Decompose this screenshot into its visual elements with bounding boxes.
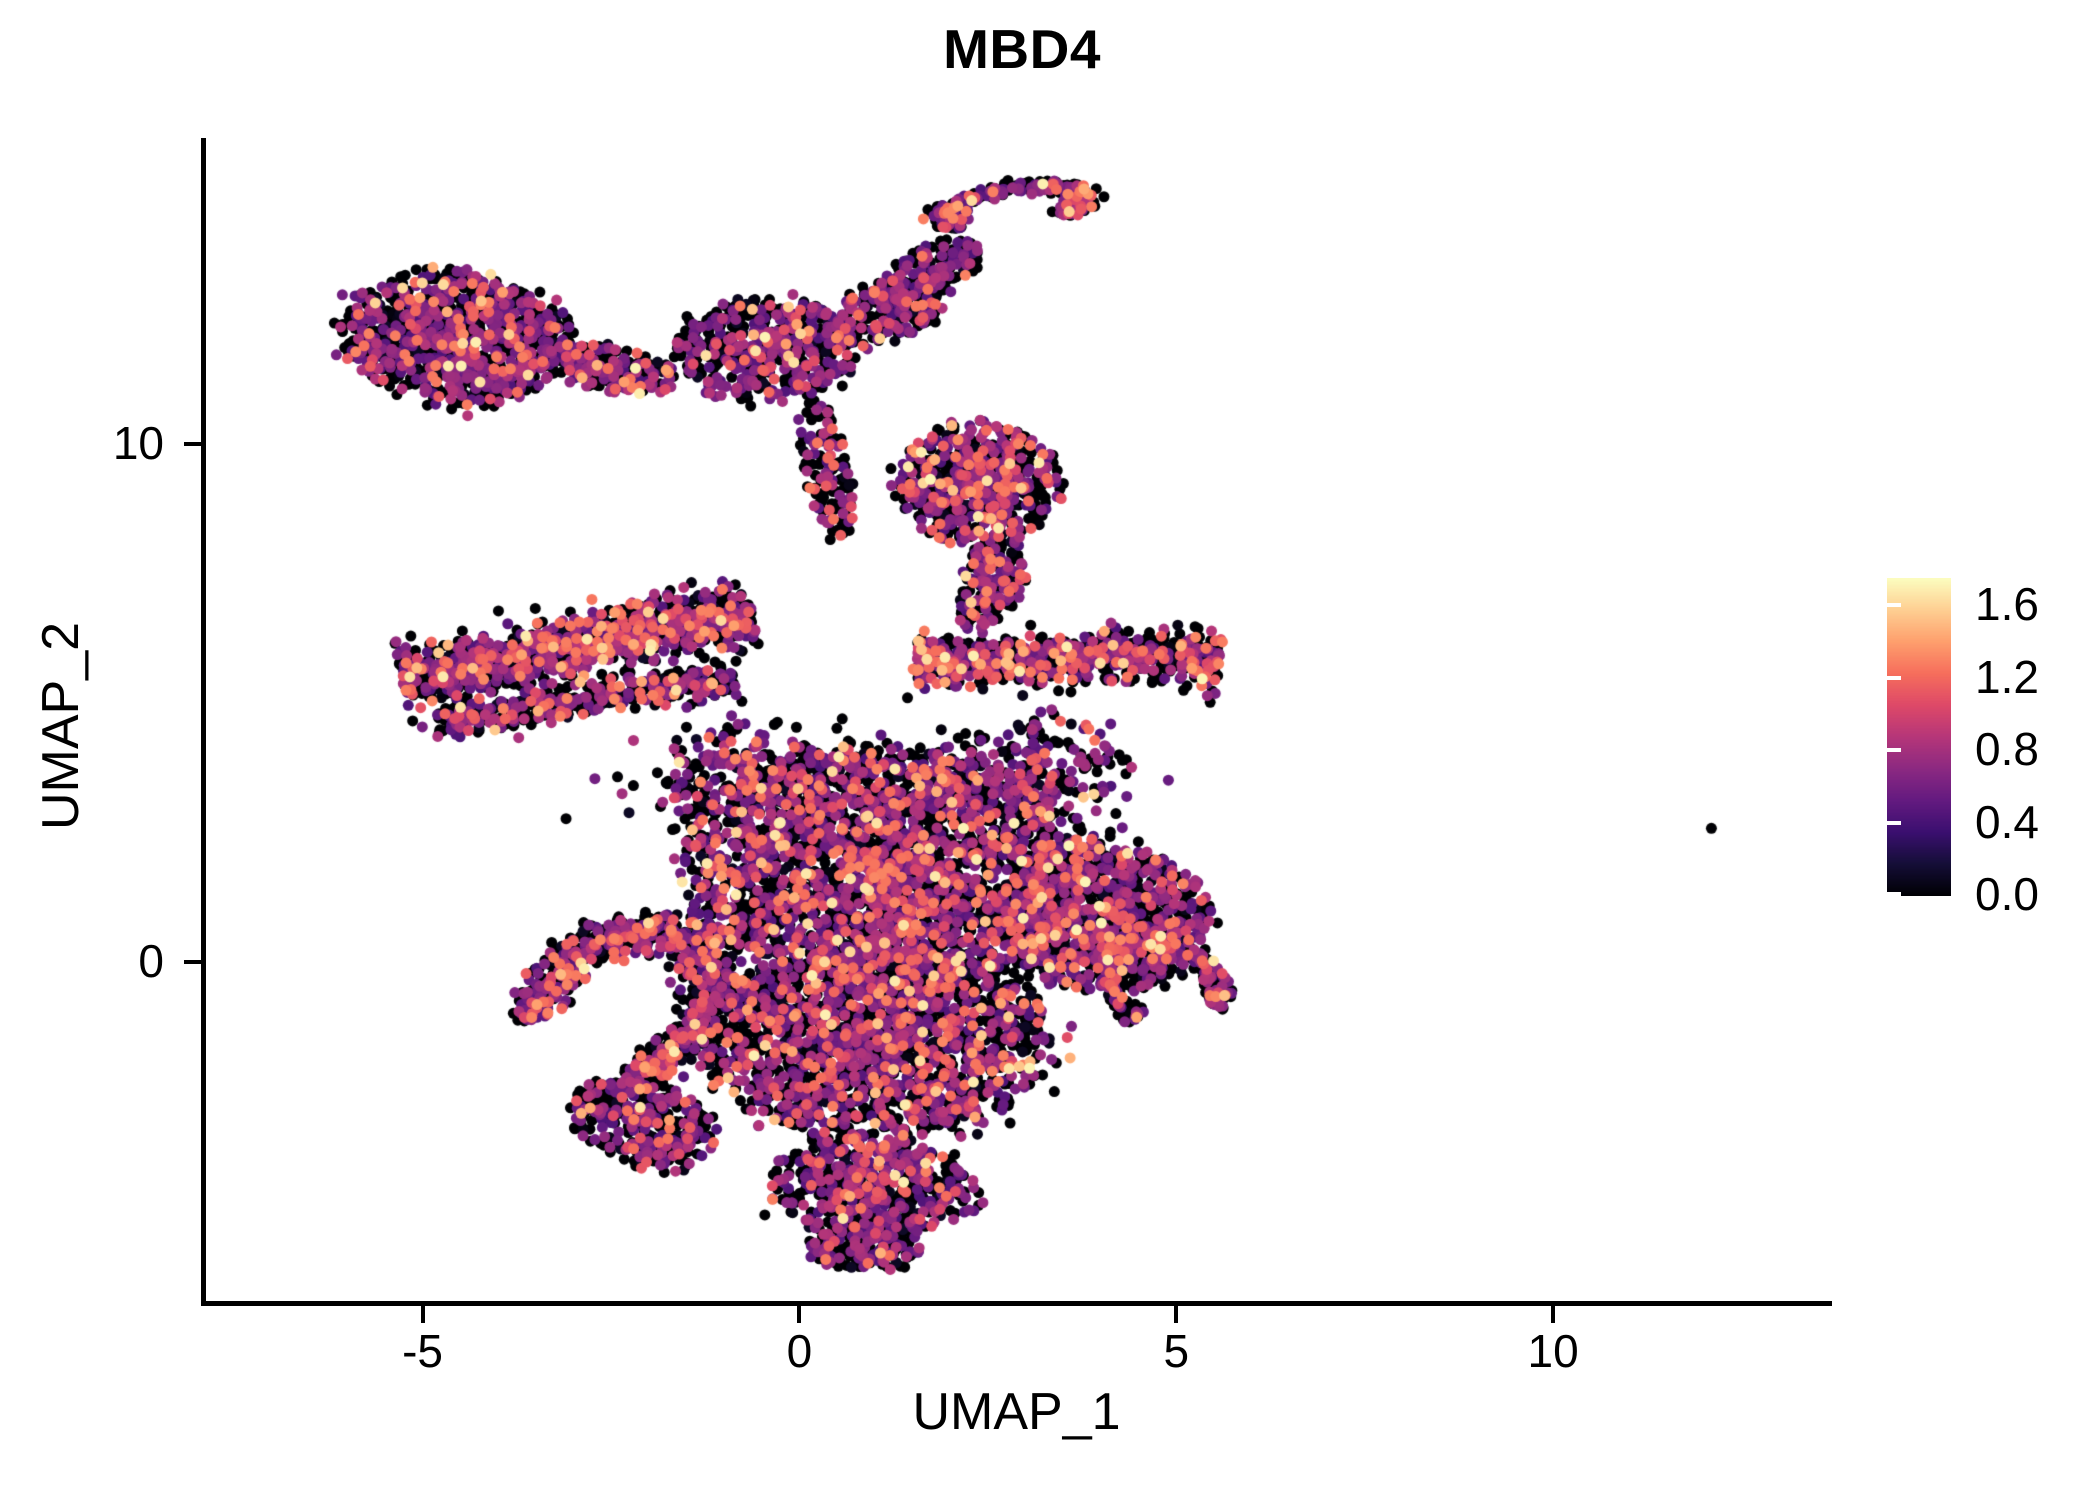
x-tick-mark <box>1174 1306 1179 1323</box>
x-tick-label: 0 <box>786 1325 813 1377</box>
colorbar-tick-mark <box>2073 821 2087 825</box>
colorbar-tick-label: 0.0 <box>1975 868 2039 920</box>
x-tick-mark <box>420 1306 425 1323</box>
x-axis-line <box>201 1301 1832 1306</box>
x-tick-label: -5 <box>402 1325 444 1377</box>
colorbar-tick-mark <box>1887 821 1901 825</box>
colorbar-tick-mark <box>2073 892 2087 896</box>
colorbar-tick-label: 1.2 <box>1975 651 2039 703</box>
colorbar-gradient <box>1887 578 1951 896</box>
y-tick-label: 0 <box>138 934 164 987</box>
x-axis-title: UMAP_1 <box>912 1383 1121 1441</box>
colorbar-tick-mark <box>1887 603 1901 607</box>
scatter-points-canvas <box>204 138 1832 1304</box>
colorbar-tick-mark <box>1887 748 1901 752</box>
y-axis-title: UMAP_2 <box>32 621 90 831</box>
x-tick-mark <box>1551 1306 1556 1323</box>
colorbar-tick-mark <box>2073 603 2087 607</box>
x-tick-label: 5 <box>1163 1325 1190 1377</box>
colorbar-tick-label: 1.6 <box>1975 578 2039 630</box>
colorbar-tick-mark <box>2073 748 2087 752</box>
page-title: MBD4 <box>943 18 1101 80</box>
x-tick-label: 10 <box>1527 1325 1579 1377</box>
y-axis-line <box>201 138 206 1306</box>
colorbar-tick-mark <box>2073 676 2087 680</box>
colorbar-tick-mark <box>1887 892 1901 896</box>
y-tick-mark <box>184 441 201 446</box>
x-tick-mark <box>797 1306 802 1323</box>
colorbar-tick-mark <box>1887 676 1901 680</box>
y-tick-mark <box>184 959 201 964</box>
colorbar-tick-label: 0.4 <box>1975 796 2039 848</box>
y-tick-label: 10 <box>112 416 164 469</box>
scatter-plot-panel <box>204 138 1832 1304</box>
colorbar-legend: 1.6 1.2 0.8 0.4 0.0 <box>1887 578 2087 918</box>
colorbar-tick-label: 0.8 <box>1975 723 2039 775</box>
